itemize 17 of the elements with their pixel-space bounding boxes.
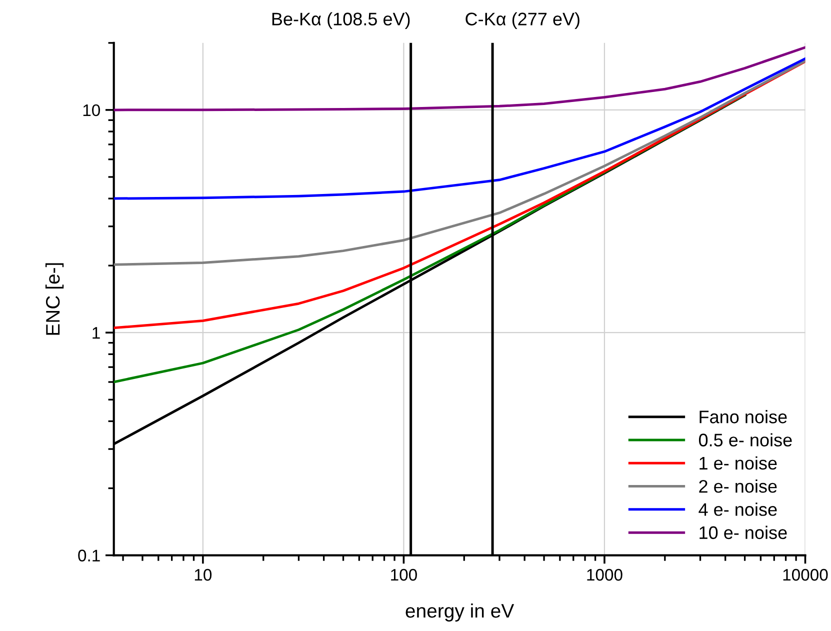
y-tick-label: 1 [92, 327, 100, 339]
ref-line-label: Be-Kα (108.5 eV) [272, 12, 410, 30]
x-tick-label: 100 [391, 568, 417, 581]
legend-label: 1 e- noise [700, 456, 777, 470]
legend-label: 2 e- noise [699, 480, 777, 493]
y-tick-label: 10 [83, 104, 100, 116]
legend-label: 10 e- noise [700, 526, 787, 540]
x-tick-label: 10000 [783, 568, 828, 581]
legend-label: Fano noise [700, 410, 787, 424]
x-tick-label: 1000 [587, 568, 622, 581]
legend-label: 0.5 e- noise [698, 433, 792, 446]
y-tick-label: 0.1 [78, 550, 100, 562]
legend-label: 4 e- noise [698, 502, 777, 516]
y-axis-title: ENC [e-] [45, 263, 64, 335]
ref-line-label: C-Kα (277 eV) [466, 12, 580, 30]
x-axis-title: energy in eV [406, 603, 514, 622]
x-tick-label: 10 [194, 568, 212, 581]
